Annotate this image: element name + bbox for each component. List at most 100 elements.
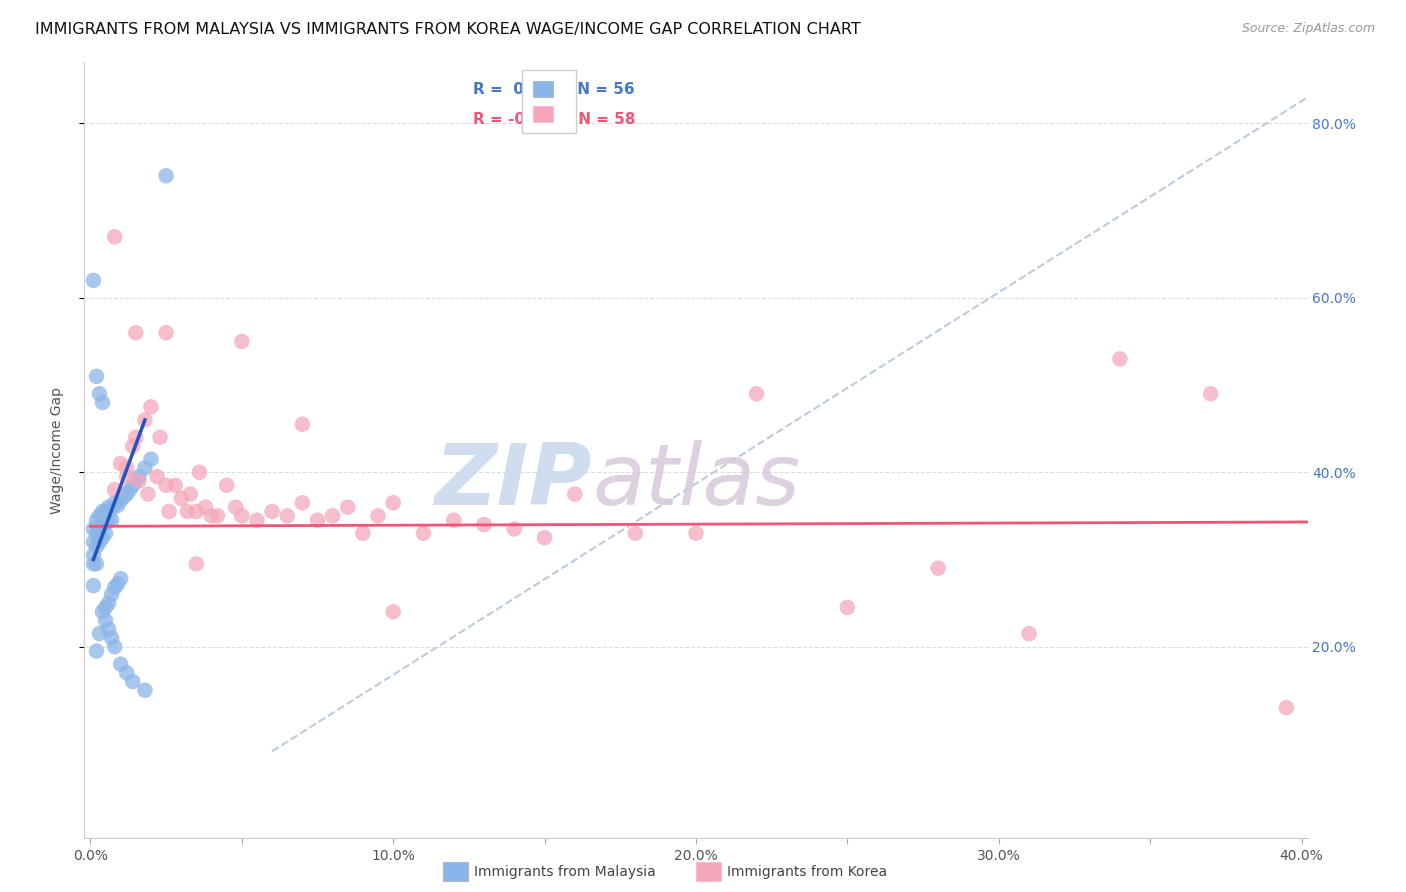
Point <box>94 600 117 615</box>
Point <box>89 535 111 549</box>
Point <box>104 496 127 510</box>
Point <box>194 500 217 515</box>
Point <box>112 490 135 504</box>
Point <box>155 326 177 340</box>
Point <box>188 465 211 479</box>
Point <box>110 657 132 671</box>
Point <box>367 508 389 523</box>
Point <box>246 513 269 527</box>
Point <box>86 369 108 384</box>
Point <box>104 580 127 594</box>
Point <box>107 499 129 513</box>
Point <box>231 508 253 523</box>
Point <box>186 504 208 518</box>
Point <box>128 469 150 483</box>
Point <box>382 605 405 619</box>
Point <box>155 169 177 183</box>
Point <box>97 596 120 610</box>
Point <box>262 504 284 518</box>
Point <box>107 577 129 591</box>
Point <box>104 483 127 497</box>
Point <box>207 508 229 523</box>
Point <box>121 674 143 689</box>
Point <box>134 683 156 698</box>
Point <box>86 557 108 571</box>
Point <box>97 513 120 527</box>
Point <box>94 504 117 518</box>
Point <box>125 326 148 340</box>
Text: IMMIGRANTS FROM MALAYSIA VS IMMIGRANTS FROM KOREA WAGE/INCOME GAP CORRELATION CH: IMMIGRANTS FROM MALAYSIA VS IMMIGRANTS F… <box>35 22 860 37</box>
Point <box>82 548 104 562</box>
Y-axis label: Wage/Income Gap: Wage/Income Gap <box>49 387 63 514</box>
Text: R = -0.009   N = 58: R = -0.009 N = 58 <box>474 112 636 127</box>
Point <box>176 504 198 518</box>
Point <box>1199 386 1222 401</box>
Point <box>564 487 586 501</box>
Point <box>412 526 434 541</box>
Point <box>200 508 222 523</box>
Point <box>94 526 117 541</box>
Point <box>352 526 374 541</box>
Point <box>179 487 201 501</box>
Point <box>97 500 120 515</box>
Point <box>115 487 138 501</box>
Point <box>134 461 156 475</box>
Point <box>307 513 329 527</box>
Point <box>336 500 359 515</box>
Point <box>89 626 111 640</box>
Point <box>100 501 122 516</box>
Point <box>291 417 314 432</box>
Text: ZIP: ZIP <box>434 440 592 523</box>
Point <box>125 474 148 488</box>
Point <box>97 622 120 636</box>
Point <box>100 631 122 645</box>
Point <box>100 587 122 601</box>
Point <box>225 500 247 515</box>
Point <box>128 474 150 488</box>
Point <box>86 513 108 527</box>
Point <box>170 491 193 506</box>
Point <box>91 531 114 545</box>
Point <box>86 644 108 658</box>
Point <box>231 334 253 349</box>
Point <box>89 508 111 523</box>
Point <box>215 478 238 492</box>
Point <box>94 516 117 530</box>
Point <box>533 531 555 545</box>
Point <box>837 600 859 615</box>
Point <box>1108 351 1130 366</box>
Point <box>443 513 465 527</box>
Point <box>139 400 162 414</box>
Point <box>121 478 143 492</box>
Point <box>1275 700 1298 714</box>
Point <box>149 430 172 444</box>
Text: Immigrants from Malaysia: Immigrants from Malaysia <box>474 865 655 880</box>
Point <box>927 561 949 575</box>
Text: Immigrants from Korea: Immigrants from Korea <box>727 865 887 880</box>
Point <box>134 413 156 427</box>
Point <box>91 504 114 518</box>
Text: Source: ZipAtlas.com: Source: ZipAtlas.com <box>1241 22 1375 36</box>
Point <box>157 504 180 518</box>
Point <box>104 230 127 244</box>
Point <box>382 496 405 510</box>
Point <box>82 273 104 287</box>
Point <box>745 386 768 401</box>
Point <box>110 572 132 586</box>
Point <box>110 493 132 508</box>
Point <box>115 461 138 475</box>
Text: R =  0.207   N = 56: R = 0.207 N = 56 <box>474 82 636 97</box>
Point <box>94 614 117 628</box>
Point <box>125 430 148 444</box>
Point <box>115 665 138 680</box>
Point <box>82 579 104 593</box>
Point <box>146 469 169 483</box>
Point <box>115 469 138 483</box>
Point <box>110 457 132 471</box>
Point <box>82 535 104 549</box>
Point <box>104 640 127 654</box>
Point <box>624 526 647 541</box>
Point <box>276 508 298 523</box>
Point <box>136 487 159 501</box>
Point <box>89 522 111 536</box>
